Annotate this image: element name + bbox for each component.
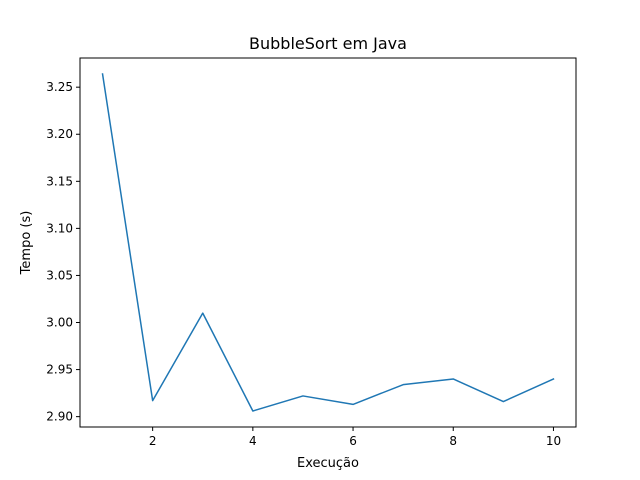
- y-tick-label: 3.20: [46, 127, 73, 141]
- y-tick-label: 3.05: [46, 268, 73, 282]
- y-tick-label: 3.25: [46, 80, 73, 94]
- plot-lines: [101, 73, 555, 412]
- x-axis-label: Execução: [297, 456, 359, 471]
- ticks: 2 4 6 8 10 2.90 2.95 3.00 3.05 3.10 3.15 3.20 3.25: [46, 80, 561, 448]
- y-tick-label: 2.90: [46, 410, 73, 424]
- y-axis-label: Tempo (s): [19, 211, 34, 276]
- series-line: [101, 73, 555, 412]
- y-tick-label: 3.10: [46, 221, 73, 235]
- chart-title: BubbleSort em Java: [249, 34, 407, 53]
- y-tick-label: 3.15: [46, 174, 73, 188]
- x-tick-label: 10: [546, 434, 561, 448]
- x-tick-label: 4: [249, 434, 257, 448]
- x-tick-label: 8: [449, 434, 457, 448]
- x-tick-label: 2: [149, 434, 157, 448]
- y-tick-label: 3.00: [46, 316, 73, 330]
- x-tick-label: 6: [349, 434, 357, 448]
- plot-frame: [79, 57, 577, 428]
- y-tick-label: 2.95: [46, 363, 73, 377]
